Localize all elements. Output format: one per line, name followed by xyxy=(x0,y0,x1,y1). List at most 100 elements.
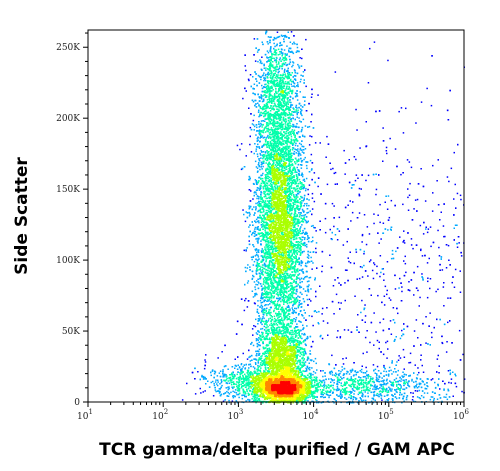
data-point xyxy=(448,119,450,121)
data-point xyxy=(355,378,357,380)
data-point xyxy=(252,291,254,293)
data-point xyxy=(308,205,310,207)
data-point xyxy=(249,266,251,268)
data-point xyxy=(427,297,429,299)
data-point xyxy=(265,67,267,69)
data-point xyxy=(305,290,307,292)
data-point xyxy=(323,397,325,399)
data-point xyxy=(387,341,389,343)
data-point xyxy=(362,393,364,395)
data-point xyxy=(365,180,367,182)
data-point xyxy=(295,163,297,165)
data-point xyxy=(263,310,265,312)
data-point xyxy=(341,378,343,380)
data-point xyxy=(454,152,456,154)
data-point xyxy=(308,241,310,243)
data-point xyxy=(281,48,283,50)
data-point xyxy=(257,138,259,140)
data-point xyxy=(337,228,339,230)
data-point xyxy=(338,302,340,304)
data-point xyxy=(416,244,418,246)
data-point xyxy=(354,296,356,298)
data-point xyxy=(288,120,290,122)
data-point xyxy=(391,373,393,375)
data-point xyxy=(261,85,263,87)
data-point xyxy=(353,375,355,377)
data-point xyxy=(301,218,303,220)
data-point xyxy=(377,295,379,297)
data-point xyxy=(361,241,363,243)
data-point xyxy=(410,375,412,377)
data-point xyxy=(225,392,227,394)
data-point xyxy=(294,151,296,153)
data-point xyxy=(292,334,294,336)
data-point xyxy=(382,233,384,235)
data-point xyxy=(263,80,265,82)
data-point xyxy=(289,101,291,103)
data-point xyxy=(280,42,282,44)
data-point xyxy=(249,212,251,214)
data-point xyxy=(320,142,322,144)
data-point xyxy=(273,296,275,298)
data-point xyxy=(265,288,267,290)
data-point xyxy=(381,385,383,387)
data-point xyxy=(213,383,215,385)
data-point xyxy=(364,251,366,253)
data-point xyxy=(290,48,292,50)
data-point xyxy=(369,390,371,392)
data-point xyxy=(292,293,294,295)
data-point xyxy=(395,396,397,398)
data-point xyxy=(263,132,265,134)
data-point xyxy=(410,362,412,364)
data-point xyxy=(385,390,387,392)
data-point xyxy=(236,333,238,335)
data-point xyxy=(273,73,275,75)
data-point xyxy=(240,376,242,378)
data-point xyxy=(383,318,385,320)
data-point xyxy=(302,269,304,271)
data-point xyxy=(352,370,354,372)
data-point xyxy=(442,343,444,345)
data-point xyxy=(362,276,364,278)
data-point xyxy=(312,162,314,164)
data-point xyxy=(365,146,367,148)
data-point xyxy=(347,280,349,282)
data-point xyxy=(259,233,261,235)
data-point xyxy=(267,50,269,52)
data-point xyxy=(253,120,255,122)
data-point xyxy=(273,310,275,312)
data-point xyxy=(410,392,412,394)
data-point xyxy=(270,307,272,309)
data-point xyxy=(427,392,429,394)
data-point xyxy=(255,208,256,210)
data-point xyxy=(301,188,303,190)
data-point xyxy=(303,221,305,223)
data-point xyxy=(203,391,205,393)
data-point xyxy=(287,100,289,102)
data-point xyxy=(270,70,272,72)
data-point xyxy=(303,119,305,121)
data-point xyxy=(431,55,433,57)
data-point xyxy=(257,311,259,313)
data-point xyxy=(250,136,252,138)
data-point xyxy=(267,41,269,43)
data-point xyxy=(279,51,281,53)
data-point xyxy=(298,313,300,315)
data-point xyxy=(257,182,259,184)
data-point xyxy=(399,392,401,394)
data-point xyxy=(235,384,237,386)
data-point xyxy=(277,66,279,68)
data-point xyxy=(257,189,259,191)
data-point xyxy=(302,357,304,359)
data-point xyxy=(315,277,317,279)
data-point xyxy=(348,261,350,263)
data-point xyxy=(277,298,279,300)
data-point xyxy=(301,140,303,142)
data-point xyxy=(285,308,287,310)
data-point xyxy=(377,366,379,368)
data-point xyxy=(255,103,257,105)
data-point xyxy=(303,205,305,207)
data-point xyxy=(427,262,429,264)
data-point xyxy=(371,322,373,324)
data-point xyxy=(236,365,238,367)
